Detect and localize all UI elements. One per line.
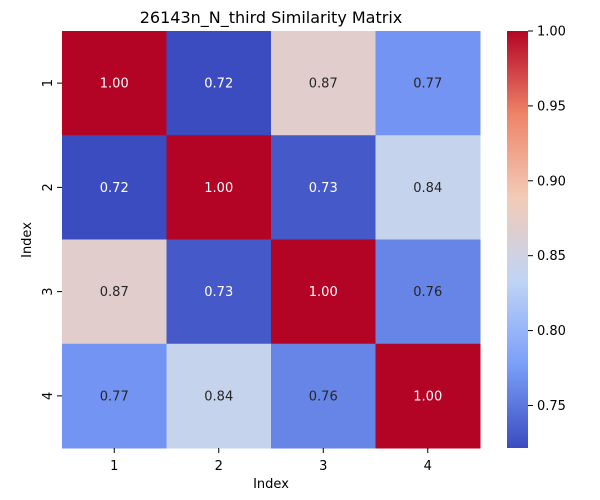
heatmap-cell	[375, 31, 481, 136]
cell-value-label: 0.73	[309, 181, 338, 196]
colorbar: 0.75 0.80 0.85 0.90 0.95 1.00	[507, 25, 566, 448]
cell-value-label: 0.72	[100, 181, 129, 196]
heatmap-cell	[166, 135, 272, 240]
y-tick-label: 1	[41, 79, 56, 87]
cell-value-label: 0.76	[413, 285, 442, 300]
heatmap-cell	[271, 239, 376, 345]
heatmap-cell	[62, 343, 167, 449]
colorbar-tick-label: 0.90	[537, 174, 566, 189]
y-tick-label: 2	[41, 183, 56, 191]
chart-title: 26143n_N_third Similarity Matrix	[140, 8, 403, 28]
heatmap-cell	[62, 239, 167, 345]
x-tick-label: 1	[110, 459, 118, 474]
x-axis: 1 2 3 4	[110, 448, 432, 474]
heatmap-cell	[375, 343, 481, 449]
heatmap-cells	[62, 31, 481, 449]
cell-value-label: 0.87	[100, 285, 129, 300]
y-tick-label: 4	[41, 392, 56, 400]
cell-value-label: 1.00	[204, 181, 233, 196]
heatmap-cell-labels: 1.00 0.72 0.87 0.77 0.72 1.00 0.73 0.84 0.87 0.73…	[100, 77, 442, 405]
x-tick-label: 3	[319, 459, 327, 474]
colorbar-tick-label: 0.80	[537, 324, 566, 339]
x-tick-label: 4	[424, 459, 432, 474]
y-tick-label: 3	[41, 287, 56, 295]
x-tick-label: 2	[215, 459, 223, 474]
cell-value-label: 1.00	[100, 77, 129, 92]
cell-value-label: 1.00	[309, 285, 338, 300]
heatmap-cell	[271, 31, 376, 136]
y-axis: 1 2 3 4	[41, 79, 62, 400]
cell-value-label: 1.00	[413, 389, 442, 404]
cell-value-label: 0.77	[100, 389, 129, 404]
cell-value-label: 0.77	[413, 77, 442, 92]
heatmap-cell	[166, 343, 272, 449]
heatmap-cell	[166, 31, 272, 136]
heatmap-cell	[62, 31, 167, 136]
x-axis-label: Index	[253, 477, 289, 492]
cell-value-label: 0.84	[204, 389, 233, 404]
colorbar-tick-label: 0.85	[537, 249, 566, 264]
heatmap-cell	[62, 135, 167, 240]
cell-value-label: 0.72	[204, 77, 233, 92]
cell-value-label: 0.76	[309, 389, 338, 404]
cell-value-label: 0.84	[413, 181, 442, 196]
y-axis-label: Index	[20, 222, 35, 258]
colorbar-tick-label: 0.95	[537, 99, 566, 114]
cell-value-label: 0.73	[204, 285, 233, 300]
colorbar-tick-label: 1.00	[537, 25, 566, 40]
colorbar-tick-label: 0.75	[537, 399, 566, 414]
heatmap-cell	[271, 135, 376, 240]
heatmap-cell	[375, 135, 481, 240]
cell-value-label: 0.87	[309, 77, 338, 92]
colorbar-gradient	[507, 31, 528, 448]
heatmap-cell	[166, 239, 272, 345]
heatmap-cell	[375, 239, 481, 345]
heatmap-cell	[271, 343, 376, 449]
